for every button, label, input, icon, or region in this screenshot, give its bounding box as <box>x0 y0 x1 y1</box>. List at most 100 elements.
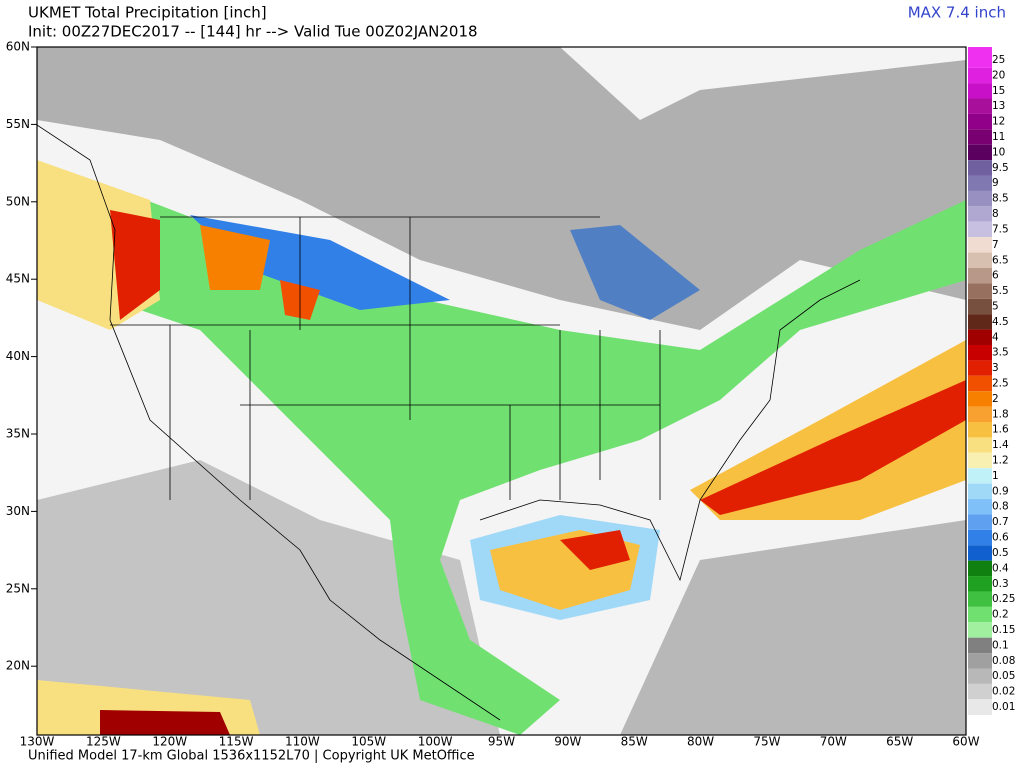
colorbar-swatch <box>968 252 992 268</box>
colorbar-label: 0.25 <box>992 593 1015 605</box>
colorbar-swatch <box>968 83 992 99</box>
colorbar-label: 5.5 <box>992 285 1009 297</box>
lon-label: 65W <box>886 735 913 749</box>
colorbar: 252015131211109.598.587.576.565.554.543.… <box>968 47 1015 715</box>
colorbar-swatch <box>968 344 992 361</box>
colorbar-swatch <box>968 298 992 315</box>
colorbar-label: 0.8 <box>992 501 1009 513</box>
colorbar-swatch <box>968 391 992 407</box>
colorbar-label: 1.8 <box>992 408 1009 420</box>
colorbar-label: 7 <box>992 239 999 251</box>
colorbar-swatch <box>968 160 992 176</box>
lat-labels: 60N 55N 50N 45N 40N 35N 30N 25N 20N <box>6 40 37 673</box>
lat-label: 55N <box>6 117 30 131</box>
colorbar-label: 0.7 <box>992 516 1009 528</box>
lon-label: 95W <box>488 735 515 749</box>
colorbar-swatch <box>968 468 992 484</box>
colorbar-swatch <box>968 668 992 684</box>
colorbar-swatch <box>968 606 992 623</box>
colorbar-label: 10 <box>992 146 1005 158</box>
colorbar-label: 4 <box>992 331 999 343</box>
colorbar-label: 0.4 <box>992 562 1009 574</box>
colorbar-swatch <box>968 375 992 392</box>
lon-label: 100W <box>418 735 453 749</box>
colorbar-label: 0.02 <box>992 686 1015 698</box>
lat-label: 45N <box>6 272 30 286</box>
colorbar-label: 6 <box>992 270 999 282</box>
colorbar-label: 0.08 <box>992 655 1015 667</box>
colorbar-label: 2 <box>992 393 999 405</box>
colorbar-label: 3.5 <box>992 347 1009 359</box>
colorbar-label: 2.5 <box>992 378 1009 390</box>
colorbar-label: 7.5 <box>992 223 1009 235</box>
colorbar-swatch <box>968 67 992 84</box>
colorbar-label: 11 <box>992 131 1005 143</box>
lon-label: 120W <box>152 735 187 749</box>
colorbar-swatch <box>968 545 992 561</box>
colorbar-swatch <box>968 329 992 345</box>
subtitle: Init: 00Z27DEC2017 -- [144] hr --> Valid… <box>28 23 478 41</box>
lon-label: 90W <box>554 735 581 749</box>
colorbar-swatch <box>968 221 992 238</box>
colorbar-swatch <box>968 144 992 161</box>
colorbar-label: 8.5 <box>992 193 1009 205</box>
lon-label: 60W <box>952 735 979 749</box>
lon-label: 70W <box>820 735 847 749</box>
colorbar-swatch <box>968 622 992 638</box>
footer: Unified Model 17-km Global 1536x1152L70 … <box>28 749 475 764</box>
colorbar-label: 3 <box>992 362 999 374</box>
colorbar-label: 9.5 <box>992 162 1009 174</box>
lon-label: 125W <box>86 735 121 749</box>
colorbar-swatch <box>968 591 992 607</box>
lon-label: 75W <box>753 735 780 749</box>
colorbar-swatch <box>968 206 992 222</box>
title: UKMET Total Precipitation [inch] <box>28 4 267 22</box>
colorbar-swatch <box>968 175 992 191</box>
colorbar-label: 9 <box>992 177 999 189</box>
colorbar-label: 1 <box>992 470 999 482</box>
colorbar-swatch <box>968 514 992 530</box>
lon-labels: 130W 125W 120W 115W 110W 105W 100W 95W 90W 85W 80W… <box>20 735 980 749</box>
lat-label: 35N <box>6 427 30 441</box>
colorbar-swatch <box>968 699 992 715</box>
colorbar-label: 0.3 <box>992 578 1009 590</box>
colorbar-swatch <box>968 360 992 376</box>
colorbar-swatch <box>968 237 992 253</box>
colorbar-label: 1.6 <box>992 424 1009 436</box>
colorbar-label: 0.05 <box>992 670 1015 682</box>
colorbar-swatch <box>968 483 992 500</box>
lat-label: 60N <box>6 40 30 54</box>
colorbar-swatch <box>968 499 992 515</box>
colorbar-swatch <box>968 437 992 453</box>
colorbar-label: 13 <box>992 100 1005 112</box>
colorbar-swatch <box>968 47 992 68</box>
colorbar-swatch <box>968 267 992 284</box>
colorbar-swatch <box>968 452 992 469</box>
lon-label: 80W <box>687 735 714 749</box>
colorbar-label: 8 <box>992 208 999 220</box>
colorbar-label: 5 <box>992 300 999 312</box>
colorbar-swatch <box>968 314 992 330</box>
lat-label: 20N <box>6 659 30 673</box>
colorbar-swatch <box>968 98 992 114</box>
colorbar-swatch <box>968 283 992 299</box>
colorbar-label: 6.5 <box>992 254 1009 266</box>
max-value: MAX 7.4 inch <box>908 4 1006 22</box>
colorbar-label: 4.5 <box>992 316 1009 328</box>
lon-label: 105W <box>351 735 386 749</box>
colorbar-swatch <box>968 422 992 438</box>
colorbar-swatch <box>968 637 992 654</box>
lon-label: 130W <box>20 735 55 749</box>
lat-label: 50N <box>6 194 30 208</box>
colorbar-label: 0.9 <box>992 485 1009 497</box>
colorbar-label: 0.1 <box>992 639 1009 651</box>
lon-label: 115W <box>219 735 254 749</box>
colorbar-label: 1.2 <box>992 455 1009 467</box>
colorbar-swatch <box>968 529 992 546</box>
colorbar-label: 0.15 <box>992 624 1015 636</box>
lon-label: 110W <box>285 735 320 749</box>
colorbar-swatch <box>968 129 992 145</box>
colorbar-label: 0.6 <box>992 532 1009 544</box>
colorbar-label: 25 <box>992 54 1005 66</box>
colorbar-swatch <box>968 406 992 423</box>
